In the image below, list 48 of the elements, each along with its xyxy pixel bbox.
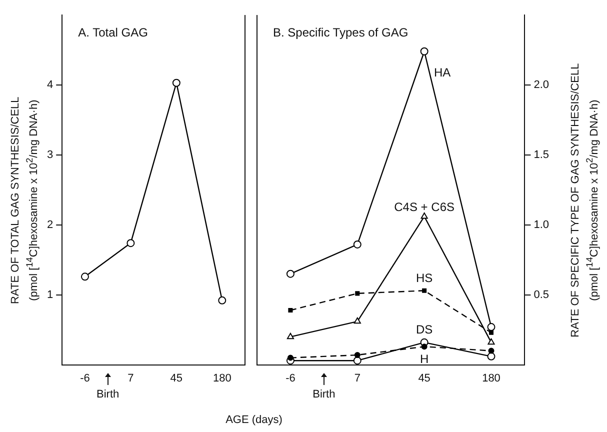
x-tick-label: 45 [418,372,430,384]
y-tick-label: 1.0 [534,218,550,231]
point [355,291,360,296]
text: A. Total GAG [78,25,148,40]
point [126,239,135,248]
point [353,240,362,248]
x-tick-label: -6 [286,372,296,384]
x-tick-label: 7 [128,372,134,384]
series-label: DS [416,322,433,337]
point [422,288,427,293]
y-tick-label: 2 [46,218,54,231]
point [420,47,428,56]
text: B. Specific Types of GAG [273,25,408,40]
point [488,330,494,335]
point [488,338,495,345]
x-tick-label: 7 [354,372,360,384]
series-label: H [420,352,429,366]
point [354,317,361,324]
point [487,323,496,332]
y-tick-label: 0.5 [534,288,550,301]
point [218,296,226,304]
point [288,308,293,312]
x-axis-title: AGE (days) [224,414,284,426]
point [172,78,180,87]
x-tick-label: -6 [80,372,90,384]
point [287,354,294,361]
point [421,344,428,350]
y-tick-label: 1 [46,288,54,301]
point [286,332,294,340]
series-label: HA [434,66,451,80]
point [286,270,294,278]
point [354,352,360,358]
x-tick-label: 45 [170,372,183,384]
point [420,212,428,219]
point [487,352,496,360]
y-tick-label: 4 [46,78,54,91]
point [80,272,89,281]
series-label: C4S + C6S [394,200,455,214]
point [353,356,362,365]
y-tick-label: 2.0 [534,78,550,91]
text: Birth [96,388,120,400]
point [488,348,494,354]
x-tick-label: 180 [482,372,500,384]
y-tick-label: 3 [46,148,54,161]
x-tick-label: 180 [212,372,232,384]
text: Birth [312,388,336,400]
series-label: HS [416,270,433,285]
y-tick-label: 1.5 [534,148,550,161]
